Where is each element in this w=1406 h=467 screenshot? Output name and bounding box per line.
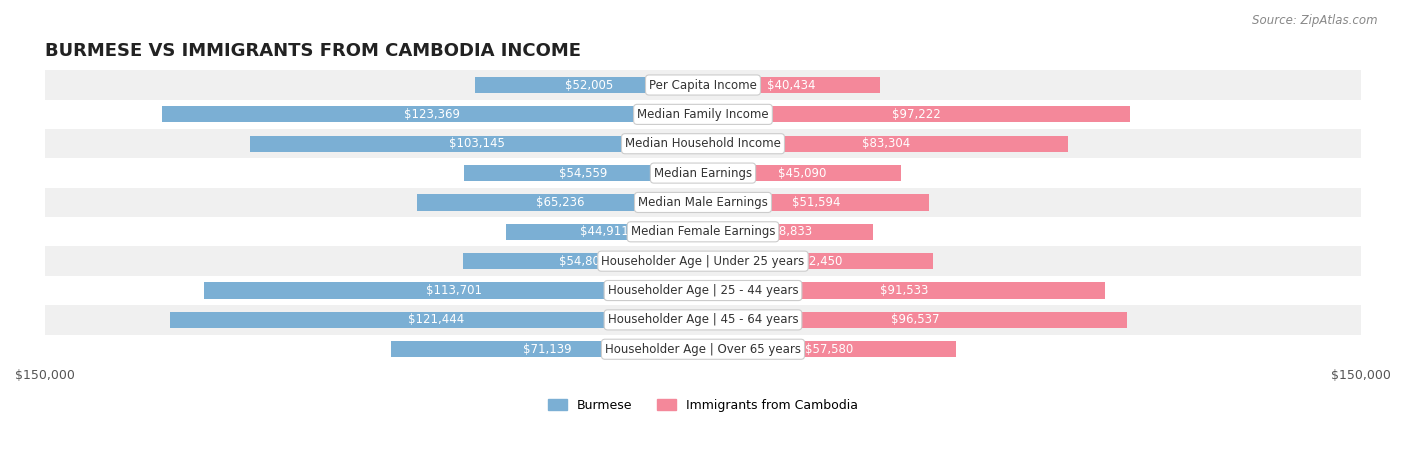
Bar bbox=[162, 106, 703, 122]
Bar bbox=[464, 165, 703, 181]
Bar bbox=[45, 99, 1361, 129]
Bar bbox=[703, 77, 880, 93]
Text: $52,005: $52,005 bbox=[565, 78, 613, 92]
Text: Median Earnings: Median Earnings bbox=[654, 167, 752, 180]
Text: $113,701: $113,701 bbox=[426, 284, 482, 297]
Bar bbox=[45, 129, 1361, 158]
Text: Median Female Earnings: Median Female Earnings bbox=[631, 225, 775, 238]
Bar bbox=[506, 224, 703, 240]
Bar bbox=[204, 283, 703, 298]
Text: $54,559: $54,559 bbox=[560, 167, 607, 180]
Bar bbox=[416, 194, 703, 211]
Text: $38,833: $38,833 bbox=[763, 225, 813, 238]
Bar bbox=[703, 283, 1105, 298]
Text: $71,139: $71,139 bbox=[523, 343, 571, 356]
Bar bbox=[475, 77, 703, 93]
Text: $65,236: $65,236 bbox=[536, 196, 583, 209]
Bar bbox=[703, 312, 1126, 328]
Bar bbox=[703, 341, 956, 357]
Bar bbox=[703, 165, 901, 181]
Bar bbox=[703, 253, 934, 269]
Text: Householder Age | 25 - 44 years: Householder Age | 25 - 44 years bbox=[607, 284, 799, 297]
Bar bbox=[45, 158, 1361, 188]
Bar bbox=[45, 276, 1361, 305]
Bar bbox=[703, 224, 873, 240]
Bar bbox=[463, 253, 703, 269]
Text: $83,304: $83,304 bbox=[862, 137, 910, 150]
Text: $121,444: $121,444 bbox=[409, 313, 465, 326]
Bar bbox=[703, 194, 929, 211]
Text: $91,533: $91,533 bbox=[880, 284, 928, 297]
Bar bbox=[45, 188, 1361, 217]
Text: $40,434: $40,434 bbox=[768, 78, 815, 92]
Bar bbox=[45, 217, 1361, 247]
Bar bbox=[703, 106, 1129, 122]
Text: $51,594: $51,594 bbox=[792, 196, 841, 209]
Bar bbox=[45, 247, 1361, 276]
Text: $45,090: $45,090 bbox=[778, 167, 827, 180]
Text: Householder Age | Over 65 years: Householder Age | Over 65 years bbox=[605, 343, 801, 356]
Text: $54,800: $54,800 bbox=[558, 255, 607, 268]
Text: $57,580: $57,580 bbox=[806, 343, 853, 356]
Text: Per Capita Income: Per Capita Income bbox=[650, 78, 756, 92]
Text: Householder Age | 45 - 64 years: Householder Age | 45 - 64 years bbox=[607, 313, 799, 326]
Bar bbox=[45, 71, 1361, 99]
Bar bbox=[170, 312, 703, 328]
Text: Median Family Income: Median Family Income bbox=[637, 108, 769, 121]
Text: $103,145: $103,145 bbox=[449, 137, 505, 150]
Text: $96,537: $96,537 bbox=[890, 313, 939, 326]
Text: $52,450: $52,450 bbox=[794, 255, 842, 268]
Legend: Burmese, Immigrants from Cambodia: Burmese, Immigrants from Cambodia bbox=[543, 394, 863, 417]
Text: $123,369: $123,369 bbox=[405, 108, 460, 121]
Bar bbox=[391, 341, 703, 357]
Bar bbox=[703, 135, 1069, 152]
Text: BURMESE VS IMMIGRANTS FROM CAMBODIA INCOME: BURMESE VS IMMIGRANTS FROM CAMBODIA INCO… bbox=[45, 42, 581, 60]
Bar bbox=[45, 334, 1361, 364]
Text: Median Male Earnings: Median Male Earnings bbox=[638, 196, 768, 209]
Text: $44,911: $44,911 bbox=[581, 225, 628, 238]
Text: Source: ZipAtlas.com: Source: ZipAtlas.com bbox=[1253, 14, 1378, 27]
Bar bbox=[45, 305, 1361, 334]
Bar bbox=[250, 135, 703, 152]
Text: Householder Age | Under 25 years: Householder Age | Under 25 years bbox=[602, 255, 804, 268]
Text: $97,222: $97,222 bbox=[891, 108, 941, 121]
Text: Median Household Income: Median Household Income bbox=[626, 137, 780, 150]
